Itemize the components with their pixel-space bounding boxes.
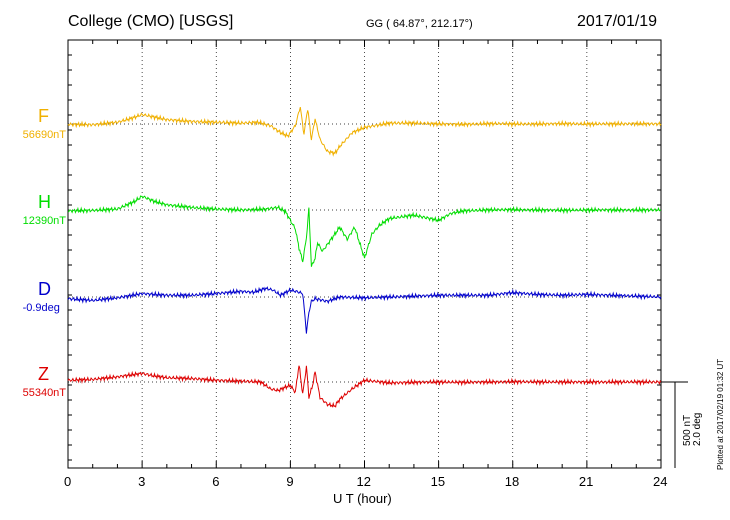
channel-baseline-d: -0.9deg bbox=[22, 302, 60, 314]
x-tick-label: 0 bbox=[64, 474, 72, 489]
channel-name-d: D bbox=[38, 279, 51, 299]
x-tick-label: 3 bbox=[138, 474, 146, 489]
channel-baseline-f: 56690nT bbox=[22, 129, 67, 141]
series-line-z bbox=[67, 365, 662, 408]
date-label: 2017/01/19 bbox=[577, 13, 658, 30]
x-tick-label: 24 bbox=[653, 474, 668, 489]
series-line-f bbox=[67, 106, 662, 157]
x-tick-label: 18 bbox=[504, 474, 520, 489]
plotted-at-note: Plotted at 2017/02/19 01:32 UT bbox=[716, 358, 725, 470]
channel-name-h: H bbox=[38, 192, 51, 212]
channel-name-z: Z bbox=[38, 364, 49, 384]
scale-bar bbox=[661, 381, 688, 468]
grid-lines bbox=[141, 40, 588, 468]
x-tick-label: 9 bbox=[286, 474, 294, 489]
series-line-d bbox=[67, 286, 662, 334]
x-tick-label: 6 bbox=[212, 474, 220, 489]
series-line-h bbox=[67, 195, 662, 267]
coordinates-label: GG ( 64.87°, 212.17°) bbox=[366, 18, 473, 30]
x-tick-label: 15 bbox=[430, 474, 446, 489]
x-tick-label: 12 bbox=[356, 474, 371, 489]
channel-baseline-z: 55340nT bbox=[22, 387, 67, 399]
scale-label-deg: 2.0 deg bbox=[692, 412, 703, 446]
baseline-lines bbox=[68, 123, 661, 383]
station-title: College (CMO) [USGS] bbox=[68, 13, 234, 30]
series-group bbox=[67, 106, 662, 408]
x-axis-label: U T (hour) bbox=[333, 491, 392, 506]
channel-baseline-h: 12390nT bbox=[22, 215, 67, 227]
channel-name-f: F bbox=[38, 106, 49, 126]
x-tick-label: 21 bbox=[578, 474, 594, 489]
axis-ticks bbox=[67, 40, 662, 468]
